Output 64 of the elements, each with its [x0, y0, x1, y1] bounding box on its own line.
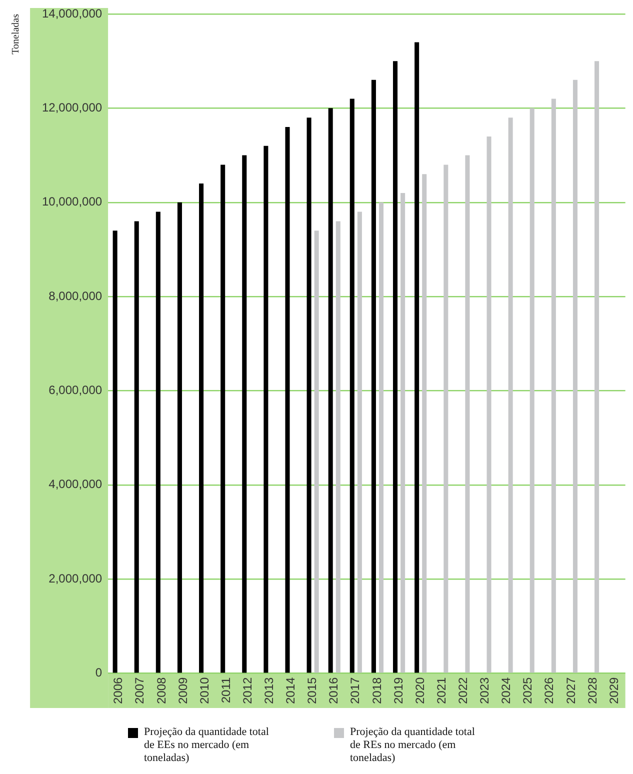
x-tick-label: 2026: [542, 676, 556, 704]
y-tick-label: 2,000,000: [48, 571, 102, 586]
legend-label: Projeção da quantidade total de EEs no mercado (em toneladas): [144, 726, 270, 765]
bar: [134, 221, 139, 673]
x-tick-label: 2021: [434, 676, 448, 704]
y-tick-label: 0: [95, 666, 102, 680]
bar: [306, 118, 312, 673]
y-tick-label: 6,000,000: [48, 383, 102, 398]
x-tick-label: 2011: [218, 676, 233, 704]
bar: [328, 108, 333, 673]
bar: [350, 98, 354, 673]
bar: [572, 80, 578, 673]
bar: [336, 221, 340, 673]
x-tick-label: 2012: [240, 676, 254, 704]
bar: [508, 118, 513, 673]
x-tick-label: 2027: [564, 676, 578, 704]
bar: [220, 164, 226, 673]
bar: [156, 212, 160, 673]
bar: [378, 202, 384, 673]
y-tick-label: 8,000,000: [48, 288, 102, 303]
bar: [530, 108, 534, 673]
y-tick-label: 10,000,000: [42, 194, 102, 209]
bar: [285, 127, 290, 673]
bar: [392, 61, 398, 673]
bar: [314, 230, 319, 673]
x-tick-label: 2013: [262, 676, 276, 704]
bar: [177, 202, 182, 673]
bar: [112, 230, 118, 673]
y-tick-label: 12,000,000: [42, 100, 102, 114]
bar: [594, 61, 600, 673]
x-tick-label: 2022: [456, 676, 470, 704]
bar: [465, 155, 470, 673]
x-tick-label: 2020: [412, 676, 427, 704]
x-tick-label: 2016: [326, 676, 341, 704]
x-tick-label: 2017: [348, 676, 362, 704]
x-tick-label: 2009: [176, 676, 190, 704]
x-tick-label: 2008: [154, 676, 168, 704]
x-tick-label: 2015: [305, 676, 320, 704]
x-tick-label: 2019: [391, 676, 406, 704]
x-tick-label: 2007: [132, 676, 147, 704]
legend-label: Projeção da quantidade total de REs no mercado (em toneladas): [350, 726, 476, 765]
x-tick-label: 2018: [370, 676, 384, 704]
bar: [486, 136, 492, 673]
x-tick-label: 2014: [284, 676, 298, 704]
bar: [414, 42, 420, 673]
bar: [551, 98, 556, 673]
bar: [264, 146, 268, 673]
bar: [422, 174, 427, 673]
bar: [242, 155, 247, 673]
bar: [199, 184, 204, 673]
x-tick-label: 2025: [520, 676, 535, 704]
bar: [444, 164, 448, 673]
bar: [357, 212, 362, 673]
x-tick-label: 2006: [111, 676, 126, 704]
bar: [400, 192, 406, 673]
x-tick-label: 2029: [606, 676, 621, 704]
x-tick-label: 2010: [197, 676, 212, 704]
y-tick-label: 14,000,000: [42, 6, 102, 20]
bar: [371, 80, 376, 673]
y-axis-title: Toneladas: [10, 14, 22, 54]
x-tick-label: 2024: [499, 676, 514, 704]
x-tick-label: 2028: [585, 676, 600, 704]
x-tick-label: 2023: [478, 676, 492, 704]
y-tick-label: 4,000,000: [48, 477, 102, 492]
